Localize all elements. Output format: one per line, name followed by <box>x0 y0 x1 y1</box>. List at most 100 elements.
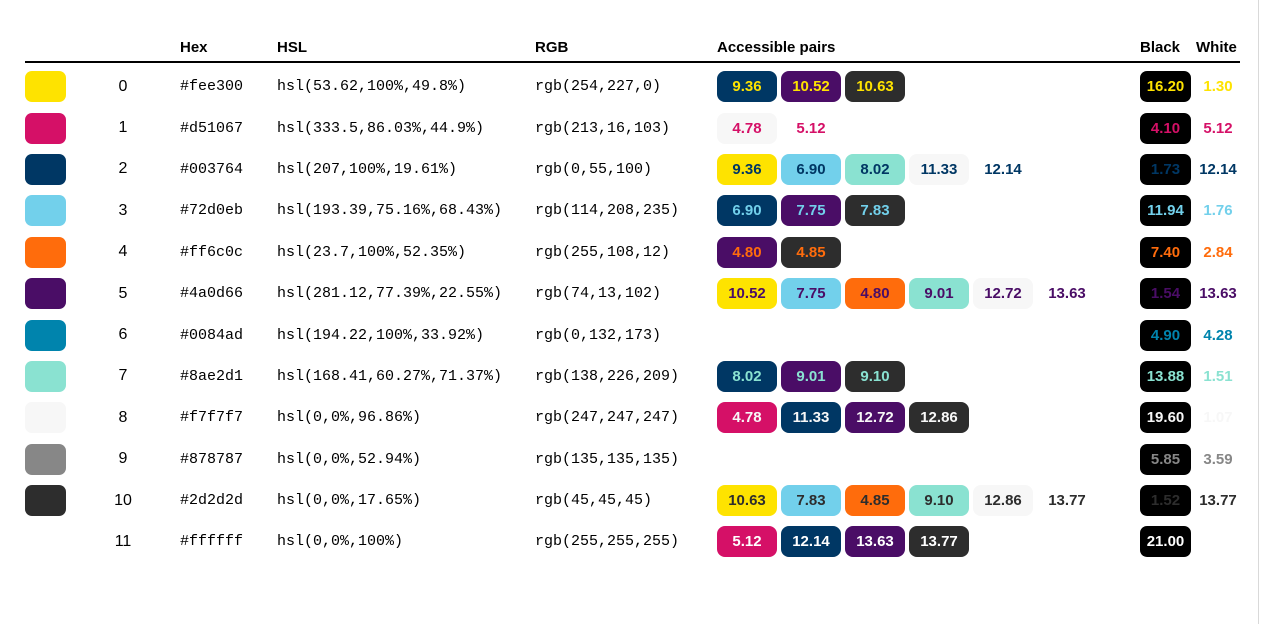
accessible-pairs: 4.80 4.85 <box>717 236 1140 268</box>
pair-contrast-badge: 12.72 <box>845 402 905 434</box>
hex-value: #003764 <box>180 160 244 178</box>
color-index: 2 <box>118 160 128 178</box>
black-cell: 13.88 <box>1140 360 1196 392</box>
hex-value: #0084ad <box>180 326 244 344</box>
color-swatch <box>25 360 66 392</box>
palette-row: 7 #8ae2d1 hsl(168.41,60.27%,71.37%) rgb(… <box>25 356 1240 397</box>
pair-contrast-badge: 7.83 <box>781 485 841 517</box>
palette-row: 8 #f7f7f7 hsl(0,0%,96.86%) rgb(247,247,2… <box>25 397 1240 438</box>
white-contrast-value: 1.07 <box>1203 409 1233 427</box>
pair-contrast-badge: 13.63 <box>1037 278 1097 310</box>
color-swatch <box>25 153 66 185</box>
swatch-cell <box>25 112 66 144</box>
black-cell: 7.40 <box>1140 236 1196 268</box>
pair-contrast-badge: 7.75 <box>781 195 841 227</box>
white-contrast-value: 1.51 <box>1203 367 1233 385</box>
black-cell: 1.73 <box>1140 153 1196 185</box>
palette-row: 0 #fee300 hsl(53.62,100%,49.8%) rgb(254,… <box>25 66 1240 107</box>
color-swatch <box>25 195 66 227</box>
hex-value: #4a0d66 <box>180 285 244 303</box>
black-contrast-badge: 11.94 <box>1140 195 1191 227</box>
color-index: 1 <box>118 119 128 137</box>
rgb-value: rgb(45,45,45) <box>535 492 653 510</box>
black-cell: 4.10 <box>1140 112 1196 144</box>
palette-row: 4 #ff6c0c hsl(23.7,100%,52.35%) rgb(255,… <box>25 232 1240 273</box>
pair-contrast-badge: 7.75 <box>781 278 841 310</box>
black-cell: 4.90 <box>1140 319 1196 351</box>
pair-contrast-badge: 8.02 <box>717 360 777 392</box>
white-contrast-value: 5.12 <box>1203 119 1233 137</box>
pair-contrast-badge: 4.80 <box>845 278 905 310</box>
pair-contrast-badge: 9.36 <box>717 153 777 185</box>
pair-contrast-badge: 9.36 <box>717 71 777 103</box>
color-index: 6 <box>118 326 128 344</box>
pair-contrast-badge: 10.52 <box>717 278 777 310</box>
viewport-edge-line <box>1258 0 1259 624</box>
rgb-value: rgb(0,132,173) <box>535 326 662 344</box>
header-white: White <box>1196 39 1237 56</box>
swatch-cell <box>25 443 66 475</box>
color-swatch <box>25 319 66 351</box>
pair-contrast-badge: 12.72 <box>973 278 1033 310</box>
black-contrast-badge: 4.90 <box>1140 319 1191 351</box>
pair-contrast-badge: 13.77 <box>909 526 969 558</box>
pair-contrast-badge: 4.85 <box>845 485 905 517</box>
rgb-value: rgb(135,135,135) <box>535 450 680 468</box>
table-header: Hex HSL RGB Accessible pairs Black White <box>25 0 1240 63</box>
pair-contrast-badge: 12.86 <box>973 485 1033 517</box>
hsl-value: hsl(0,0%,96.86%) <box>277 409 422 427</box>
black-cell: 1.54 <box>1140 278 1196 310</box>
accessible-pairs: 5.12 12.14 13.63 13.77 <box>717 526 1140 558</box>
hsl-value: hsl(193.39,75.16%,68.43%) <box>277 202 503 220</box>
swatch-cell <box>25 360 66 392</box>
white-contrast-value: 12.14 <box>1199 160 1237 178</box>
hsl-value: hsl(168.41,60.27%,71.37%) <box>277 367 503 385</box>
black-contrast-badge: 4.10 <box>1140 112 1191 144</box>
hsl-value: hsl(207,100%,19.61%) <box>277 160 458 178</box>
white-contrast-value: 2.84 <box>1203 243 1233 261</box>
pair-contrast-badge: 10.63 <box>845 71 905 103</box>
black-cell: 5.85 <box>1140 443 1196 475</box>
swatch-cell <box>25 195 66 227</box>
swatch-cell <box>25 236 66 268</box>
pair-contrast-badge: 6.90 <box>781 153 841 185</box>
hsl-value: hsl(0,0%,100%) <box>277 533 404 551</box>
pair-contrast-badge: 12.14 <box>973 153 1033 185</box>
white-contrast-value: 3.59 <box>1203 450 1233 468</box>
palette-row: 10 #2d2d2d hsl(0,0%,17.65%) rgb(45,45,45… <box>25 480 1240 521</box>
swatch-cell <box>25 319 66 351</box>
black-contrast-badge: 1.54 <box>1140 278 1191 310</box>
header-accessible-pairs: Accessible pairs <box>717 39 836 56</box>
swatch-cell <box>25 153 66 185</box>
black-contrast-badge: 7.40 <box>1140 236 1191 268</box>
header-hsl: HSL <box>277 39 307 56</box>
pair-contrast-badge: 10.63 <box>717 485 777 517</box>
accessible-pairs: 6.90 7.75 7.83 <box>717 195 1140 227</box>
white-contrast-value: 1.76 <box>1203 202 1233 220</box>
accessible-pairs: 10.63 7.83 4.85 9.10 12.86 13.77 <box>717 485 1140 517</box>
hex-value: #f7f7f7 <box>180 409 244 427</box>
pair-contrast-badge: 7.83 <box>845 195 905 227</box>
swatch-cell <box>25 526 66 558</box>
rgb-value: rgb(114,208,235) <box>535 202 680 220</box>
accessible-pairs: 4.78 5.12 <box>717 112 1140 144</box>
color-swatch <box>25 443 66 475</box>
color-index: 0 <box>118 77 128 95</box>
swatch-cell <box>25 278 66 310</box>
color-index: 3 <box>118 201 128 219</box>
white-contrast-value: 13.77 <box>1199 492 1237 510</box>
pair-contrast-badge: 4.78 <box>717 402 777 434</box>
rgb-value: rgb(254,227,0) <box>535 78 662 96</box>
palette-rows: 0 #fee300 hsl(53.62,100%,49.8%) rgb(254,… <box>25 63 1240 563</box>
hex-value: #ff6c0c <box>180 243 244 261</box>
color-swatch <box>25 402 66 434</box>
palette-row: 3 #72d0eb hsl(193.39,75.16%,68.43%) rgb(… <box>25 190 1240 231</box>
palette-row: 2 #003764 hsl(207,100%,19.61%) rgb(0,55,… <box>25 149 1240 190</box>
black-contrast-badge: 5.85 <box>1140 443 1191 475</box>
black-contrast-badge: 19.60 <box>1140 402 1191 434</box>
color-index: 8 <box>118 408 128 426</box>
color-index: 10 <box>114 491 132 509</box>
white-contrast-value: 4.28 <box>1203 326 1233 344</box>
hsl-value: hsl(194.22,100%,33.92%) <box>277 326 485 344</box>
color-index: 5 <box>118 284 128 302</box>
